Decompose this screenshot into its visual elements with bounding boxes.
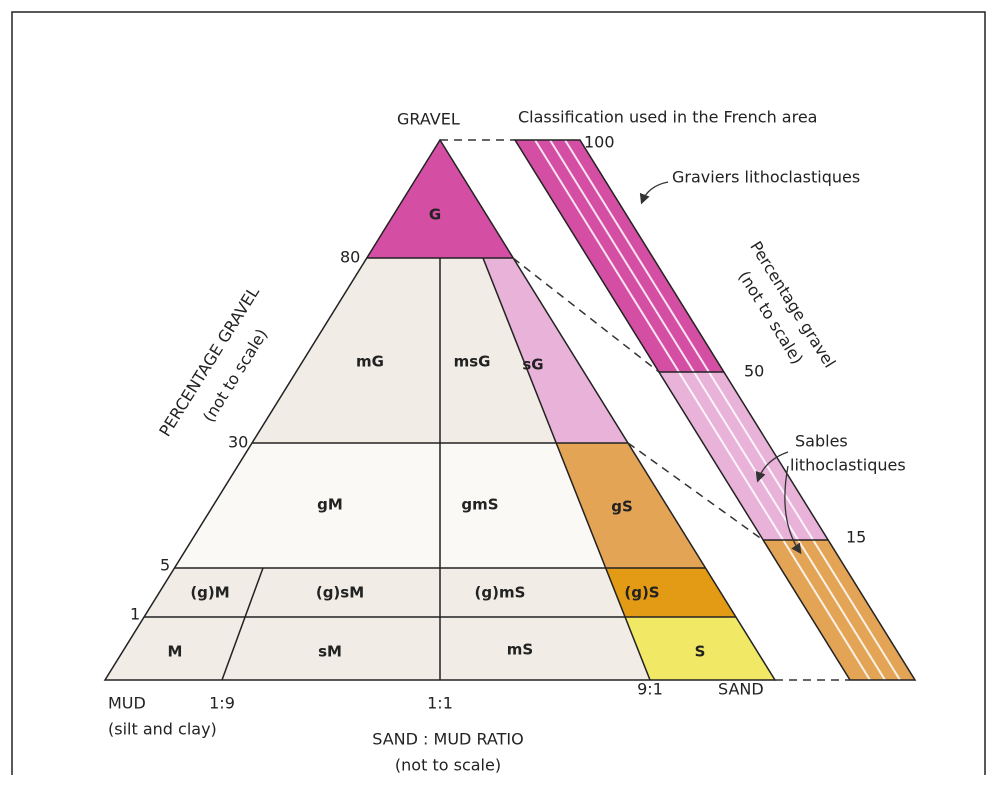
french-strip xyxy=(513,139,917,681)
apex-label: GRAVEL xyxy=(397,110,460,129)
sand-class: lithoclastiques xyxy=(790,456,906,475)
region-g xyxy=(367,140,513,258)
strip-gravel xyxy=(515,140,724,372)
region-g-m-row xyxy=(144,568,625,617)
gravel-class: Graviers lithoclastiques xyxy=(672,168,860,187)
triangle-regions xyxy=(105,140,775,680)
base-right-label: SAND xyxy=(718,680,764,699)
region-m-row xyxy=(105,617,650,680)
ratio-label: 1:9 xyxy=(209,694,235,713)
region-g-s xyxy=(606,568,736,617)
left-tick: 5 xyxy=(160,556,170,575)
region-label: (g)sM xyxy=(316,584,364,602)
region-label: M xyxy=(168,643,183,661)
region-label: G xyxy=(429,206,441,224)
left-tick: 80 xyxy=(340,248,360,267)
triangle-lines xyxy=(103,138,777,681)
strip-tick: 50 xyxy=(744,362,764,381)
frame xyxy=(11,11,986,775)
region-sg xyxy=(483,258,628,443)
strip-sand xyxy=(763,540,915,680)
strip-outline xyxy=(513,139,917,681)
region-label: msG xyxy=(454,353,491,371)
strip-tick: 100 xyxy=(584,133,615,152)
title: Classification used in the French area xyxy=(518,108,817,127)
region-label: sM xyxy=(318,643,342,661)
base-axis-note: (not to scale) xyxy=(395,756,501,775)
region-gm-gms xyxy=(174,443,606,568)
ratio-label: 9:1 xyxy=(637,680,663,699)
region-gs xyxy=(556,443,706,568)
arrows xyxy=(639,181,802,555)
region-label: (g)S xyxy=(624,584,659,602)
strip-sand-gravel xyxy=(659,372,828,540)
region-label: S xyxy=(695,643,706,661)
base-left-note: (silt and clay) xyxy=(108,720,217,739)
connectors xyxy=(440,139,850,681)
region-label: mS xyxy=(507,641,533,659)
region-label: gmS xyxy=(461,496,498,514)
region-label: (g)M xyxy=(190,584,229,602)
left-tick: 30 xyxy=(228,433,248,452)
region-label: sG xyxy=(522,356,543,374)
left-tick: 1 xyxy=(130,605,140,624)
divider xyxy=(482,257,651,681)
base-left-label: MUD xyxy=(108,694,146,713)
ratio-label: 1:1 xyxy=(427,694,453,713)
region-label: mG xyxy=(356,353,384,371)
region-label: (g)mS xyxy=(475,584,526,602)
sand-class: Sables xyxy=(795,432,848,451)
base-axis-label: SAND : MUD RATIO xyxy=(372,730,523,749)
strip-stripes xyxy=(534,140,901,680)
divider xyxy=(221,567,264,681)
strip-tick: 15 xyxy=(846,528,866,547)
region-label: gM xyxy=(317,496,343,514)
region-mg-msg xyxy=(252,258,556,443)
region-s xyxy=(625,617,775,680)
region-label: gS xyxy=(611,498,633,516)
